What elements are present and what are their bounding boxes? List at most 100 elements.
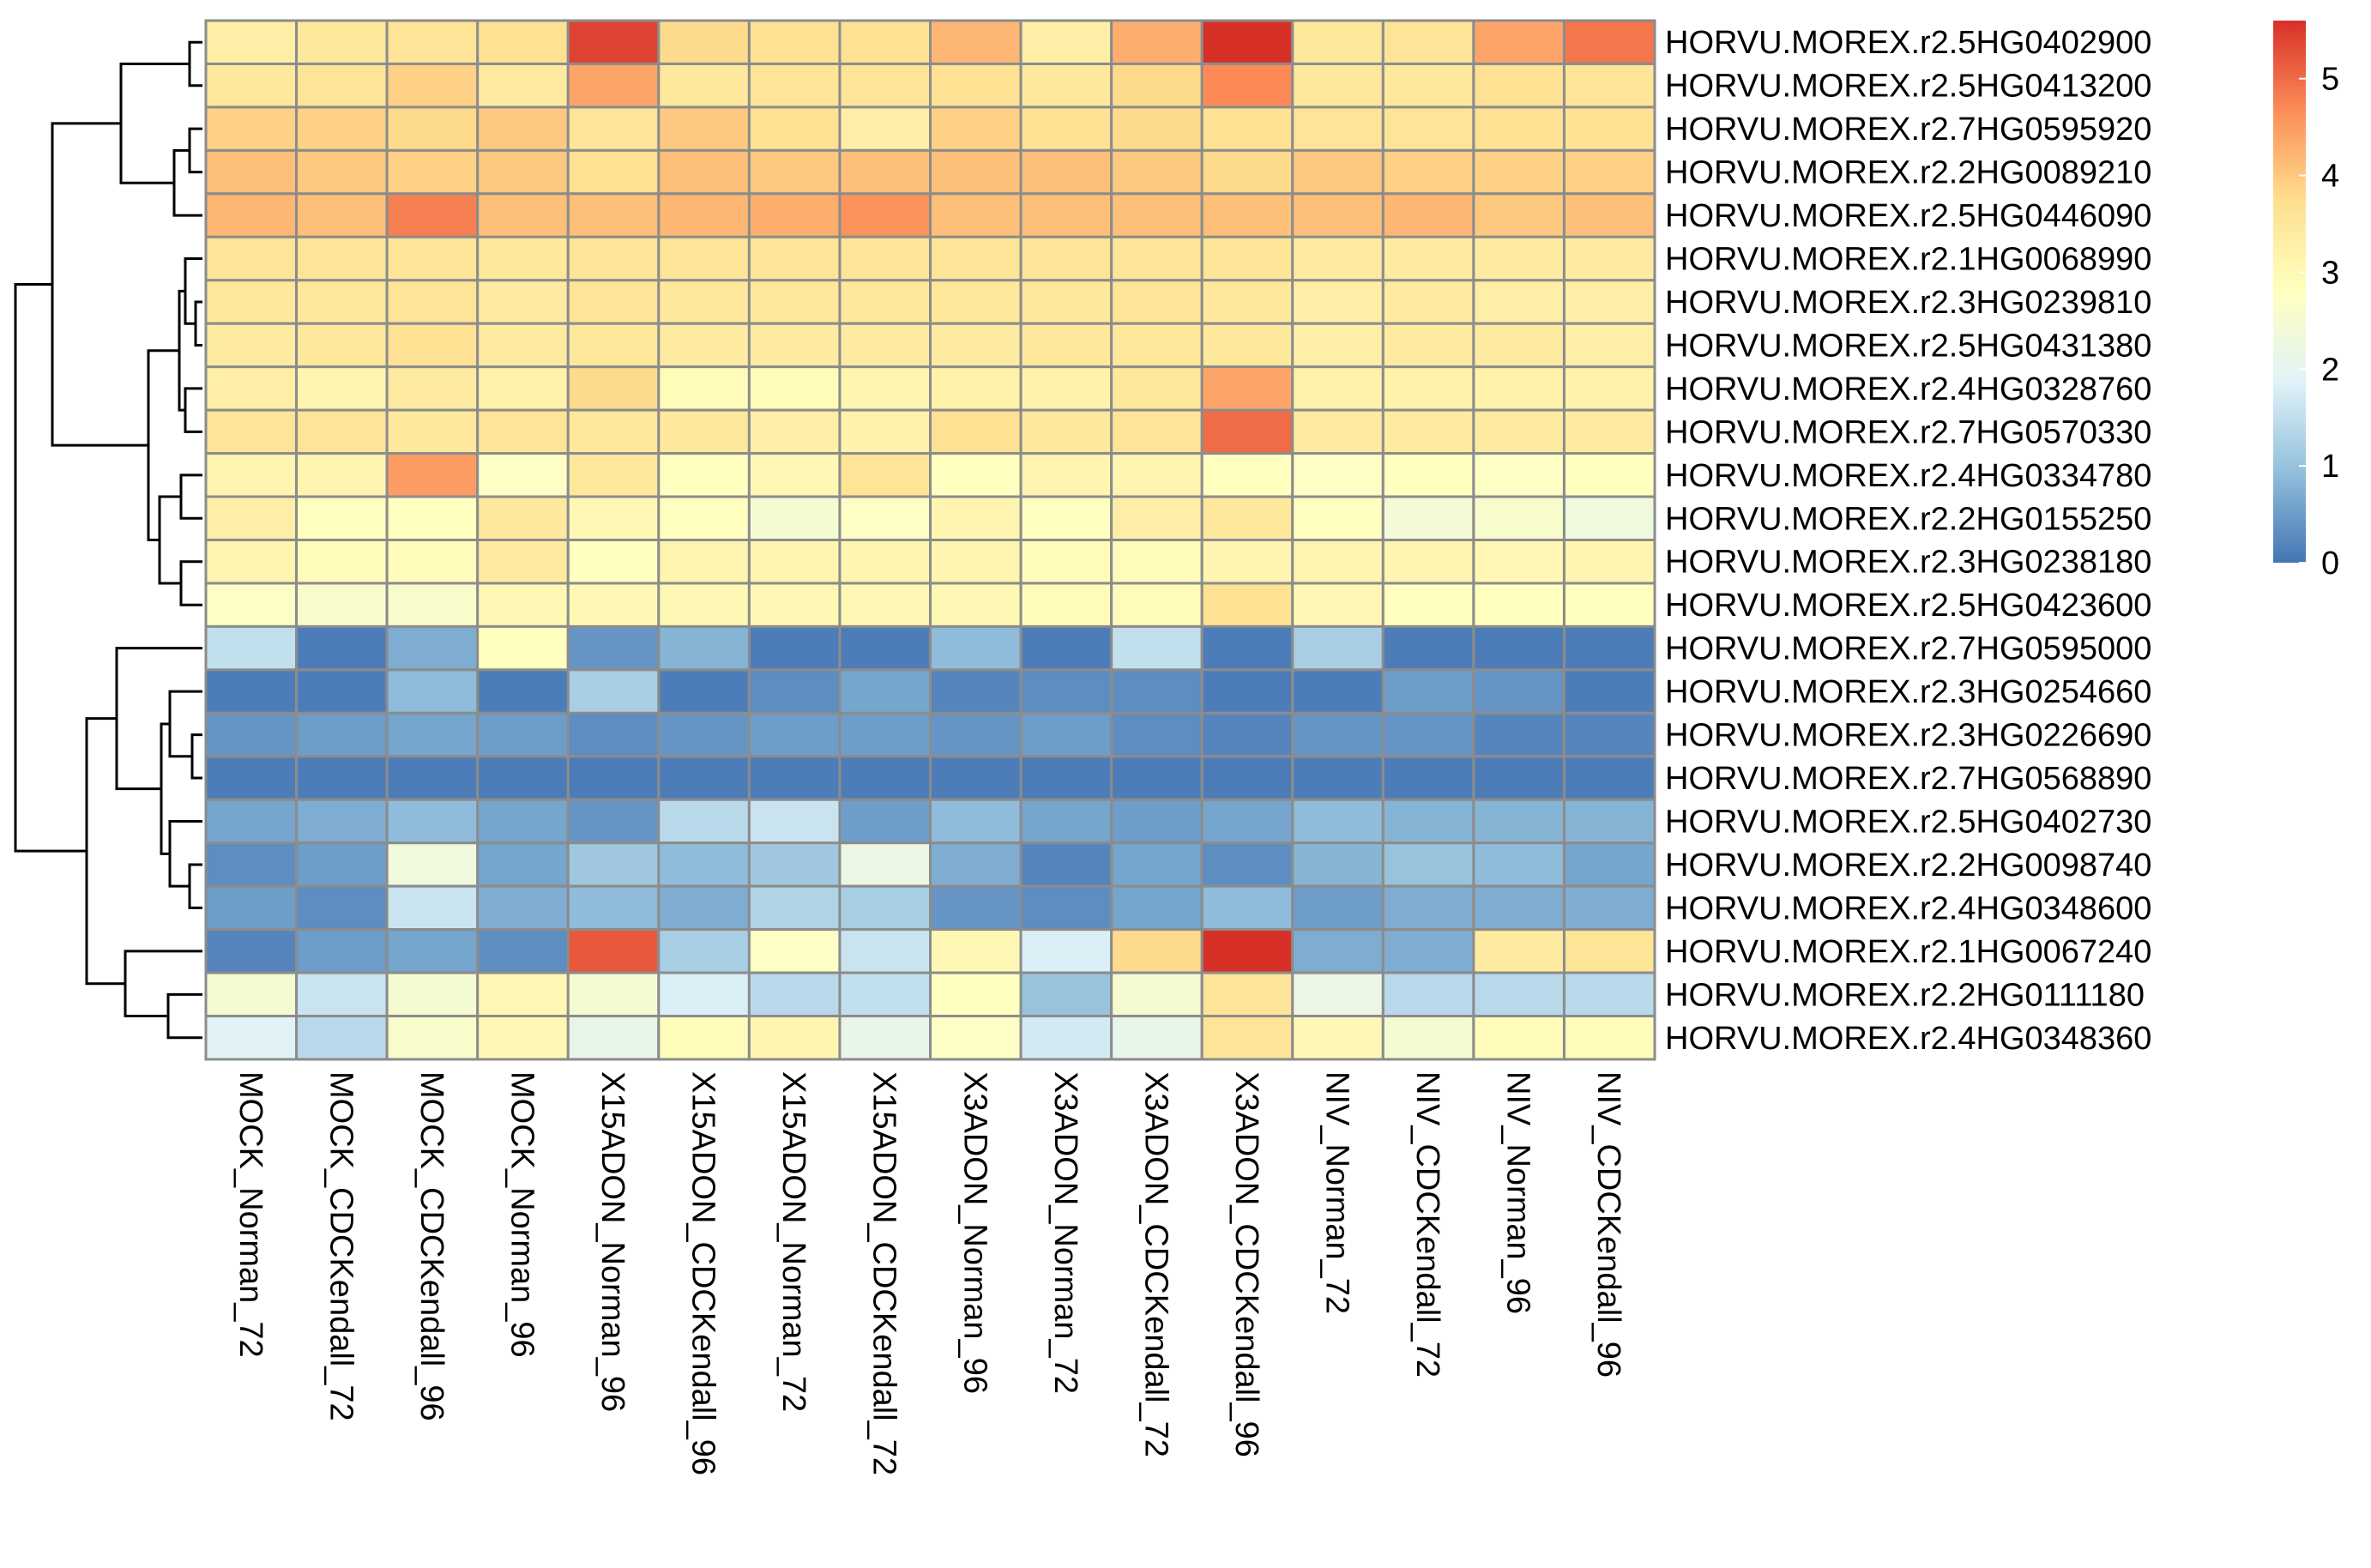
heatmap-cell: [1110, 582, 1204, 628]
row-label: HORVU.MOREX.r2.5HG0402730: [1665, 804, 2151, 840]
heatmap-cell: [295, 928, 389, 974]
heatmap-cell: [1291, 798, 1385, 845]
heatmap-cell: [476, 452, 570, 498]
heatmap-cell: [657, 582, 751, 628]
heatmap-cell: [1110, 452, 1204, 498]
heatmap-cell: [1472, 884, 1566, 932]
heatmap-cell: [1110, 1015, 1204, 1061]
heatmap-cell: [385, 19, 480, 65]
heatmap-cell: [295, 539, 389, 585]
heatmap-cell: [204, 624, 299, 672]
legend-tick-label: 0: [2321, 546, 2339, 582]
heatmap-cell: [566, 755, 661, 801]
heatmap-cell: [1200, 148, 1294, 196]
heatmap-cell: [657, 668, 751, 715]
heatmap-cell: [1291, 841, 1385, 888]
heatmap-cell: [929, 365, 1023, 412]
heatmap-cell: [1472, 798, 1566, 845]
heatmap-cell: [476, 884, 570, 932]
heatmap-cell: [1200, 539, 1294, 585]
heatmap-cell: [385, 884, 480, 932]
heatmap-cell: [566, 408, 661, 455]
heatmap-cell: [1381, 668, 1475, 715]
heatmap-cell: [747, 408, 842, 455]
heatmap-cell: [295, 192, 389, 238]
heatmap-cell: [385, 148, 480, 196]
dendrogram-branch: [160, 722, 170, 855]
heatmap-cell: [1291, 928, 1385, 974]
heatmap-cell: [385, 322, 480, 369]
heatmap-cell: [1200, 365, 1294, 412]
dendrogram-branch: [158, 495, 181, 585]
heatmap-cell: [385, 841, 480, 888]
heatmap-cell: [1381, 539, 1475, 585]
heatmap-cell: [1110, 408, 1204, 455]
heatmap-cell: [838, 235, 932, 282]
dendrogram-branch: [14, 282, 87, 853]
legend-ticks: 0 1 2 3 4 5: [2299, 62, 2339, 582]
heatmap-cell: [1291, 106, 1385, 152]
heatmap-cell: [1019, 235, 1113, 282]
heatmap-cell: [1562, 62, 1656, 109]
heatmap-cell: [1562, 235, 1656, 282]
row-label: HORVU.MOREX.r2.4HG0334780: [1665, 458, 2151, 494]
heatmap-cell: [1291, 365, 1385, 412]
dendrogram-branch: [124, 950, 202, 1018]
heatmap-cell: [929, 539, 1023, 585]
heatmap-cell: [1019, 755, 1113, 801]
heatmap-cell: [1200, 235, 1294, 282]
heatmap-cell: [1381, 279, 1475, 325]
heatmap-cell: [295, 624, 389, 672]
heatmap-cell: [566, 148, 661, 196]
heatmap-cell: [1562, 192, 1656, 238]
heatmap-cell: [476, 841, 570, 888]
heatmap-cell: [1019, 19, 1113, 65]
heatmap-cell: [1562, 322, 1656, 369]
heatmap-cell: [838, 495, 932, 542]
heatmap-cell: [476, 148, 570, 196]
heatmap-cell: [657, 279, 751, 325]
heatmap-cell: [1110, 928, 1204, 974]
heatmap-cell: [1472, 841, 1566, 888]
heatmap-cell: [1200, 971, 1294, 1018]
heatmap-cell: [204, 798, 299, 845]
heatmap-cell: [747, 928, 842, 974]
heatmap-cell: [204, 452, 299, 498]
heatmap-cell: [566, 235, 661, 282]
heatmap-cell: [1019, 1015, 1113, 1061]
heatmap-cell: [385, 1015, 480, 1061]
heatmap-cell: [657, 365, 751, 412]
heatmap-cell: [1472, 106, 1566, 152]
heatmap-cell: [476, 624, 570, 672]
dendrogram-branch: [179, 560, 202, 606]
heatmap-cell: [295, 365, 389, 412]
column-labels: MOCK_Norman_72 MOCK_CDCKendall_72 MOCK_CDC…: [232, 1071, 1626, 1475]
heatmap-cell: [476, 106, 570, 152]
dendrogram-branch: [119, 62, 190, 184]
heatmap-cell: [295, 62, 389, 109]
heatmap-cell: [1291, 755, 1385, 801]
dendrogram-branch: [194, 300, 202, 347]
heatmap-cell: [295, 235, 389, 282]
heatmap-cell: [204, 668, 299, 715]
heatmap-cell: [747, 106, 842, 152]
heatmap-cell: [1472, 495, 1566, 542]
color-legend: 0 1 2 3 4 5: [2273, 21, 2339, 582]
dendrogram-branch: [115, 647, 202, 791]
heatmap-cell: [747, 452, 842, 498]
heatmap-cell: [476, 582, 570, 628]
heatmap-cell: [929, 322, 1023, 369]
heatmap-cell: [929, 798, 1023, 845]
heatmap-cell: [1562, 971, 1656, 1018]
heatmap-cell: [1381, 884, 1475, 932]
heatmap-cell: [1019, 841, 1113, 888]
heatmap-cell: [1562, 452, 1656, 498]
dendrogram-branch: [51, 122, 148, 447]
heatmap-cell: [1019, 192, 1113, 238]
heatmap-cell: [1110, 755, 1204, 801]
heatmap-cell: [1472, 365, 1566, 412]
heatmap-cell: [1472, 235, 1566, 282]
row-label: HORVU.MOREX.r2.2HG0155250: [1665, 501, 2151, 537]
heatmap-cell: [1381, 495, 1475, 542]
heatmap-cell: [929, 148, 1023, 196]
